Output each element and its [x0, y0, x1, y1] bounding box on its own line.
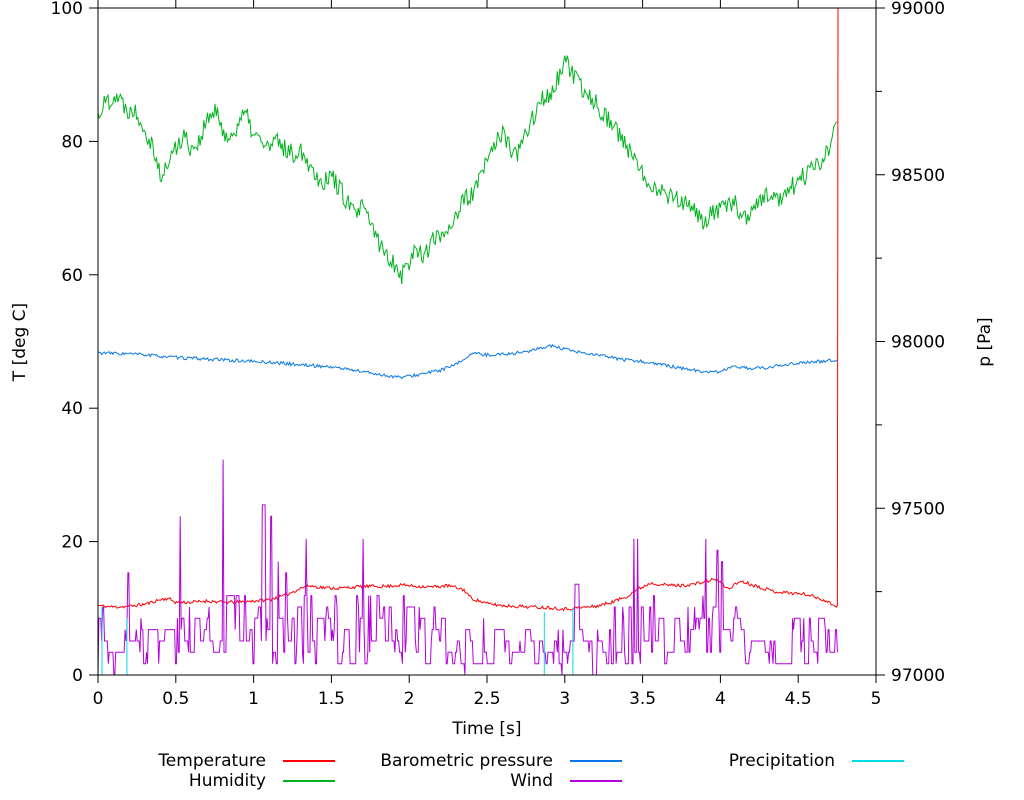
y-tick-label: 40 [61, 399, 83, 419]
y2-tick-label: 97500 [891, 499, 945, 519]
y2-tick-label: 98000 [891, 333, 945, 353]
x-axis-title: Time [s] [452, 719, 522, 739]
series-humidity [97, 55, 838, 285]
y-axis-title: T [deg C] [10, 302, 30, 382]
y-tick-label: 60 [61, 266, 83, 286]
x-tick-label: 3 [559, 689, 570, 709]
series-temperature [98, 7, 839, 612]
series-precipitation [101, 607, 574, 675]
x-tick-label: 1.5 [318, 689, 345, 709]
x-tick-label: 0.5 [162, 689, 189, 709]
series-barometric-pressure [97, 343, 838, 380]
y2-tick-label: 97000 [891, 666, 945, 686]
x-tick-label: 3.5 [629, 689, 656, 709]
series-wind [97, 459, 838, 676]
x-tick-label: 5 [871, 689, 882, 709]
x-tick-label: 1 [248, 689, 259, 709]
x-tick-label: 0 [93, 689, 104, 709]
x-tick-label: 4 [715, 689, 726, 709]
y-tick-label: 80 [61, 132, 83, 152]
y2-tick-label: 99000 [891, 0, 945, 19]
x-tick-label: 2.5 [473, 689, 500, 709]
y-tick-label: 20 [61, 533, 83, 553]
y2-tick-label: 98500 [891, 166, 945, 186]
y-tick-label: 0 [72, 666, 83, 686]
y2-axis-title: p [Pa] [975, 317, 995, 367]
y-tick-label: 100 [51, 0, 83, 19]
x-tick-label: 2 [404, 689, 415, 709]
x-tick-label: 4.5 [785, 689, 812, 709]
